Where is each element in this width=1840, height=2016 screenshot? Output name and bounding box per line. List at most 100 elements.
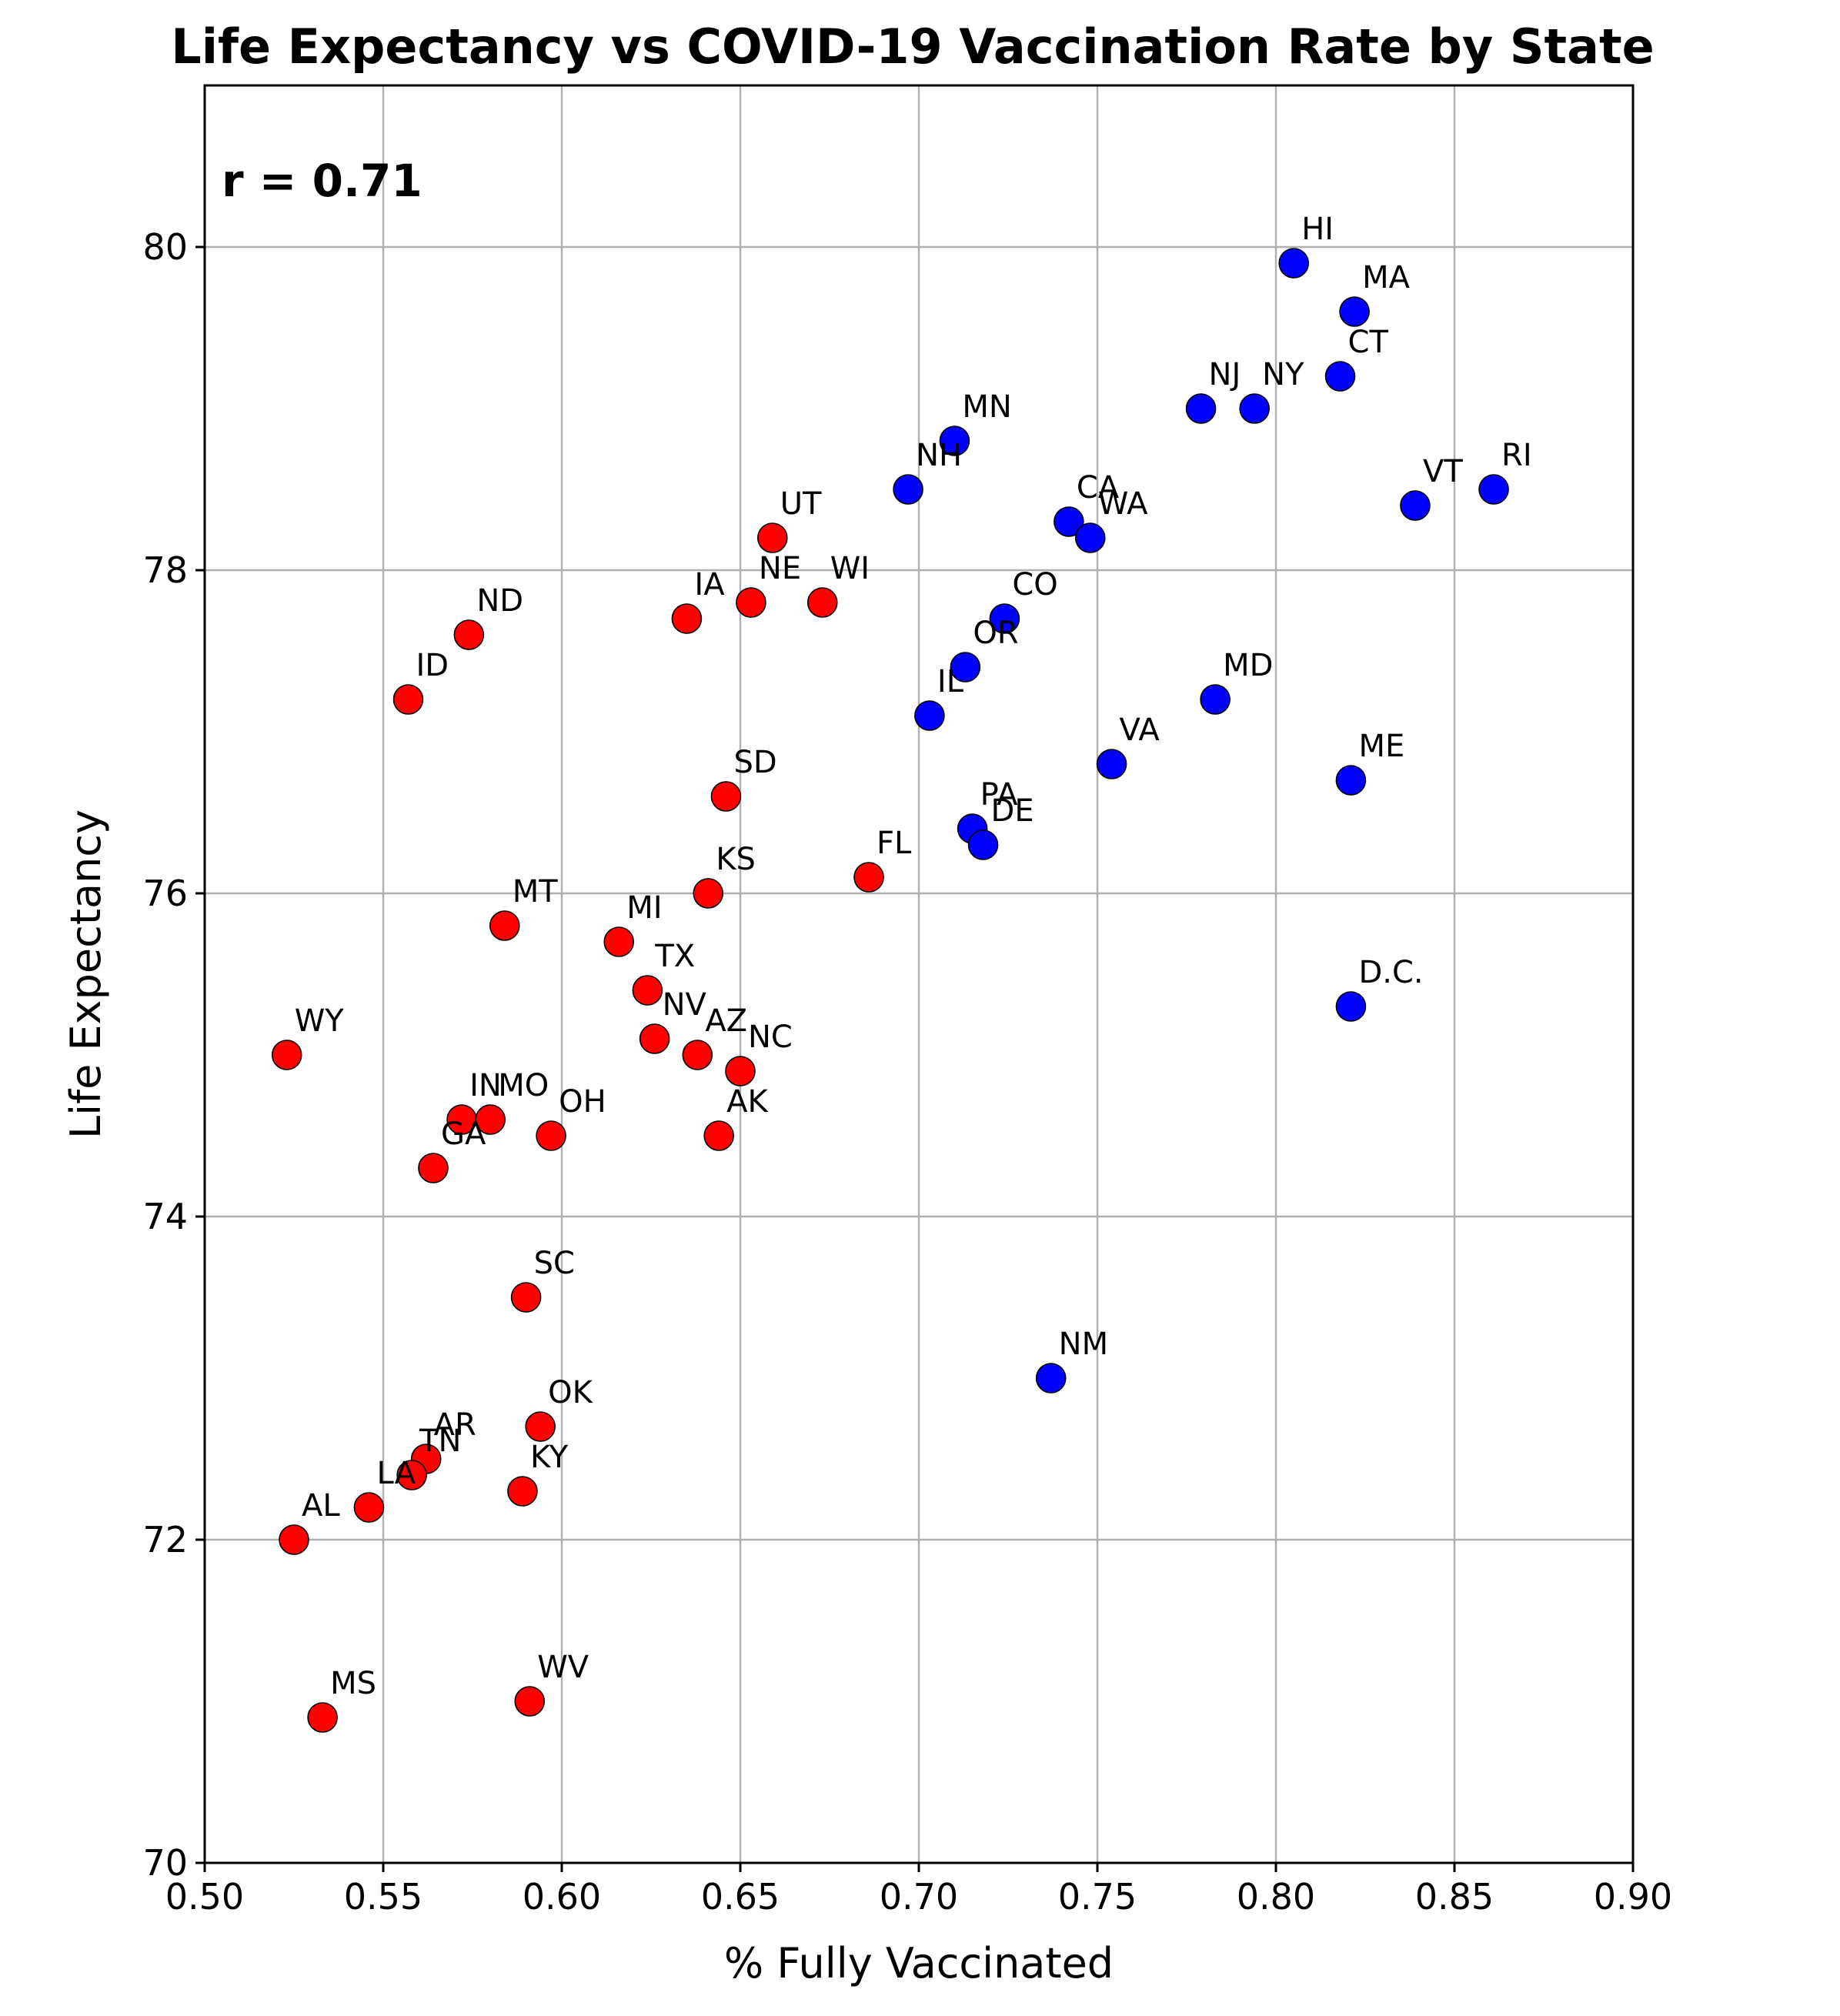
data-point [639,1023,670,1054]
point-label: HI [1301,212,1334,247]
data-point [1096,749,1127,779]
x-tick-label: 0.60 [523,1876,601,1918]
point-label: SC [534,1246,575,1281]
y-tick-label: 74 [142,1196,188,1237]
data-point [989,603,1020,634]
data-point [736,587,766,618]
point-label: WI [830,551,870,586]
point-label: MA [1362,260,1411,295]
point-label: AK [726,1084,769,1120]
x-tick-label: 0.65 [701,1876,780,1918]
point-label: NE [759,551,801,586]
data-point [914,700,945,731]
point-label: WY [295,1003,345,1039]
point-label: MN [962,389,1011,425]
point-label: WA [1098,486,1148,522]
data-point [967,829,999,860]
point-label: ID [416,648,449,683]
chart-title: Life Expectancy vs COVID-19 Vaccination … [171,18,1654,75]
data-point [1335,765,1367,796]
data-points [271,248,1509,1733]
point-label: IA [694,567,725,602]
data-point [1239,393,1270,424]
x-tick-label: 0.75 [1058,1876,1137,1918]
y-tick-label: 78 [142,549,188,591]
point-label: D.C. [1358,955,1423,990]
point-label: NJ [1209,357,1241,392]
data-point [514,1686,546,1717]
point-label: AL [302,1488,340,1524]
axis-ticks: 0.50 0.55 0.60 0.65 0.70 0.75 0.80 0.85 0.90 70 72… [142,226,1672,1918]
data-point [853,862,884,893]
data-point [453,619,485,650]
data-point [1035,1363,1067,1394]
data-point [1335,991,1367,1022]
data-point [1324,361,1356,392]
point-label: NC [748,1020,793,1055]
data-point [510,1282,542,1313]
point-label: OR [973,616,1018,651]
data-point [1054,506,1084,537]
data-point [893,474,923,505]
data-point [1200,684,1231,715]
point-label: GA [441,1116,486,1152]
data-point [475,1104,506,1135]
point-label: AZ [705,1003,747,1039]
x-tick-label: 0.50 [165,1876,244,1918]
data-point [507,1476,538,1507]
data-point [536,1120,566,1151]
point-label: CO [1012,567,1057,602]
data-point [396,1460,427,1490]
point-label: IL [937,664,964,699]
x-tick-label: 0.80 [1237,1876,1315,1918]
point-label: TX [654,939,695,974]
data-point [489,910,520,941]
point-label: VT [1423,454,1463,489]
x-tick-label: 0.55 [344,1876,422,1918]
point-label: NY [1262,357,1304,392]
data-point [1339,296,1370,327]
point-label: CA [1077,470,1120,506]
point-label: WV [537,1650,589,1685]
point-label: OK [548,1375,593,1410]
data-point [671,603,703,634]
y-tick-label: 72 [142,1519,188,1560]
data-point [703,1120,734,1151]
y-tick-label: 80 [142,226,188,268]
y-tick-label: 70 [142,1842,188,1884]
point-label: AR [434,1407,476,1443]
data-point [418,1153,449,1183]
data-point [725,1056,756,1086]
data-point [756,522,788,553]
data-point [1478,474,1509,505]
point-label: KS [716,842,756,877]
data-point [806,587,838,618]
y-axis-label: Life Expectancy [62,809,110,1139]
point-label: NV [663,987,707,1023]
point-label: OH [559,1084,606,1120]
point-label: UT [780,486,822,522]
point-label: NM [1059,1327,1108,1362]
data-point [279,1524,309,1555]
point-label: DE [991,793,1034,829]
point-label: RI [1501,438,1532,473]
point-label: KY [530,1440,569,1475]
point-label: FL [877,826,912,861]
data-point [1185,393,1217,424]
point-label: IN [469,1068,502,1103]
data-point [271,1040,302,1070]
point-label: TN [419,1424,461,1459]
correlation-annotation: r = 0.71 [222,155,422,207]
point-label: SD [733,745,776,780]
data-point [939,426,970,456]
data-point [1278,248,1309,279]
data-point [1074,522,1106,553]
data-point [307,1702,338,1733]
plot-frame [203,84,1635,1864]
data-point [1400,490,1431,521]
point-label: MI [626,890,662,926]
point-label: PA [980,777,1019,813]
point-label: CT [1348,325,1389,360]
